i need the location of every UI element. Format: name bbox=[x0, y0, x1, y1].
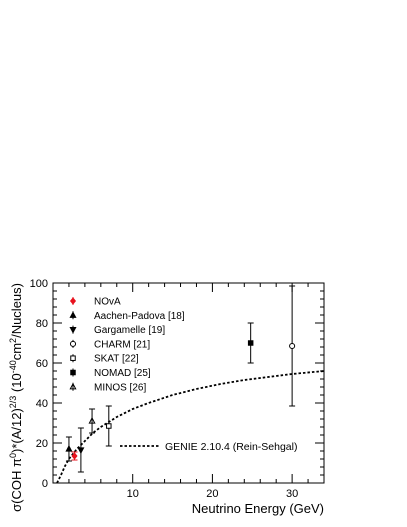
data-points-layer bbox=[65, 285, 296, 473]
legend-marker bbox=[69, 311, 77, 318]
y-axis-label: σ(COH π0)*(A/12)2/3 (10-40cm2/Nucleus) bbox=[8, 283, 24, 512]
y-axis-label-part: cm bbox=[9, 343, 24, 360]
data-point bbox=[289, 342, 296, 350]
x-tick-label: 20 bbox=[206, 488, 218, 500]
y-tick-label: 60 bbox=[36, 358, 48, 370]
genie-curve-layer bbox=[56, 370, 325, 484]
y-tick-label: 20 bbox=[36, 438, 48, 450]
y-axis-label-part: )*(A/12) bbox=[9, 408, 24, 453]
data-point bbox=[88, 416, 96, 424]
y-axis-label-sup: 2 bbox=[8, 338, 18, 343]
x-tick-label: 10 bbox=[127, 488, 139, 500]
y-axis-label-sup: 0 bbox=[8, 453, 18, 458]
legend-marker bbox=[70, 369, 76, 376]
legend-label: NOMAD [25] bbox=[94, 368, 151, 379]
data-point bbox=[65, 444, 73, 452]
axis-ticks: 0 20 40 60 80 100 10 20 30 bbox=[30, 278, 324, 500]
y-tick-label: 100 bbox=[30, 278, 48, 290]
y-tick-label: 0 bbox=[42, 478, 48, 490]
legend-label: Aachen-Padova [18] bbox=[94, 311, 185, 322]
x-tick-label: 30 bbox=[286, 488, 298, 500]
y-axis-label-part: σ(COH π bbox=[9, 458, 24, 512]
plot-frame bbox=[52, 282, 325, 484]
legend-label: Gargamelle [19] bbox=[94, 325, 165, 336]
legend: NOvA Aachen-Padova [18] Gargamelle [19] CHA… bbox=[69, 297, 185, 393]
data-point bbox=[247, 340, 254, 346]
legend-label: NOvA bbox=[94, 297, 121, 308]
legend-label: SKAT [22] bbox=[94, 354, 139, 365]
genie-legend: GENIE 2.10.4 (Rein-Sehgal) bbox=[120, 441, 297, 453]
genie-curve bbox=[56, 370, 325, 484]
legend-marker bbox=[69, 327, 77, 334]
x-axis-label: Neutrino Energy (GeV) bbox=[192, 501, 324, 516]
genie-legend-label: GENIE 2.10.4 (Rein-Sehgal) bbox=[165, 441, 297, 453]
y-axis-label-part: /Nucleus) bbox=[9, 283, 24, 338]
legend-marker bbox=[69, 382, 77, 390]
legend-label: CHARM [21] bbox=[94, 339, 150, 350]
legend-marker bbox=[69, 297, 77, 305]
legend-marker bbox=[69, 340, 77, 347]
y-tick-label: 80 bbox=[36, 318, 48, 330]
data-point bbox=[77, 447, 85, 455]
data-point bbox=[106, 423, 112, 429]
y-tick-label: 40 bbox=[36, 398, 48, 410]
y-axis-label-sup: 2/3 bbox=[8, 396, 18, 409]
legend-marker bbox=[70, 355, 76, 361]
legend-label: MINOS [26] bbox=[94, 382, 146, 393]
data-point bbox=[71, 452, 78, 460]
y-axis-label-part: (10 bbox=[9, 373, 24, 395]
y-axis-label-sup: -40 bbox=[8, 360, 18, 373]
